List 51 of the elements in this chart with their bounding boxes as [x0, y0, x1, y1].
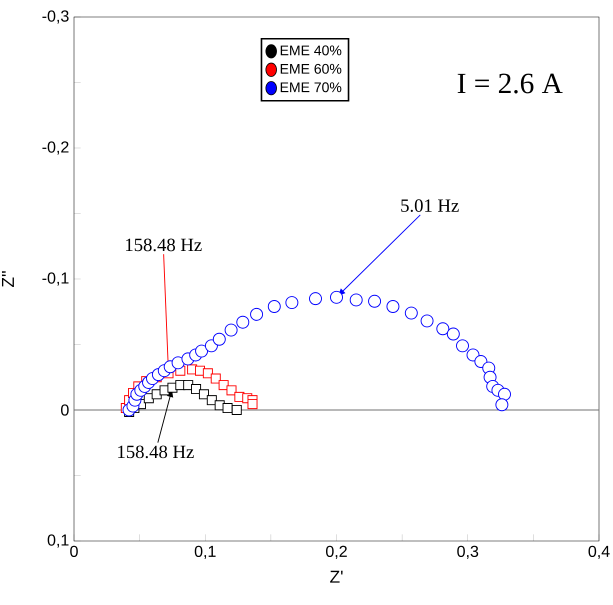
point — [456, 339, 469, 352]
point — [285, 296, 298, 310]
legend-label: EME 40% — [280, 45, 342, 56]
point — [222, 403, 233, 414]
point — [206, 395, 217, 406]
annotation: 158.48 Hz — [126, 238, 202, 252]
annotation: 158.48 Hz — [118, 446, 194, 458]
point — [172, 356, 185, 370]
point — [248, 399, 258, 410]
point — [191, 384, 202, 394]
point — [212, 332, 226, 346]
x-tick-label: 0,1 — [194, 546, 216, 559]
point — [210, 374, 221, 384]
point — [268, 300, 281, 313]
point — [236, 316, 250, 329]
point — [350, 293, 363, 306]
x-tick-label: 0,3 — [457, 546, 478, 559]
point — [224, 324, 238, 337]
point — [466, 348, 480, 362]
x-tick-label: 0,2 — [326, 546, 347, 559]
point — [368, 294, 382, 308]
point — [446, 328, 460, 340]
point — [309, 292, 322, 306]
y-tick-label: -0,3 — [42, 10, 69, 24]
point — [436, 322, 450, 336]
point — [330, 290, 343, 304]
x-tick-label: 0 — [70, 546, 78, 558]
y-tick-label: -0,2 — [42, 141, 68, 155]
annotation: I = 2.6 A — [458, 74, 563, 94]
point — [386, 300, 400, 313]
point — [420, 314, 434, 328]
y-tick-label: 0 — [61, 404, 69, 416]
x-axis-title: Z' — [330, 570, 343, 583]
point — [495, 398, 508, 412]
x-tick-label: 0,4 — [588, 546, 610, 559]
point — [498, 388, 511, 401]
point — [232, 404, 242, 415]
point — [198, 389, 209, 400]
y-tick-label: -0,1 — [42, 272, 69, 286]
point — [250, 308, 264, 321]
point — [202, 368, 213, 378]
annotation: 5.01 Hz — [401, 199, 459, 212]
point — [474, 355, 488, 368]
legend-label: EME 60% — [280, 64, 342, 74]
point — [195, 344, 208, 358]
point — [404, 306, 418, 320]
point — [218, 380, 229, 390]
point — [226, 385, 237, 396]
y-tick-label: 0,1 — [48, 534, 69, 548]
y-axis-title: Z'' — [2, 271, 14, 288]
legend-label: EME 70% — [280, 82, 342, 92]
